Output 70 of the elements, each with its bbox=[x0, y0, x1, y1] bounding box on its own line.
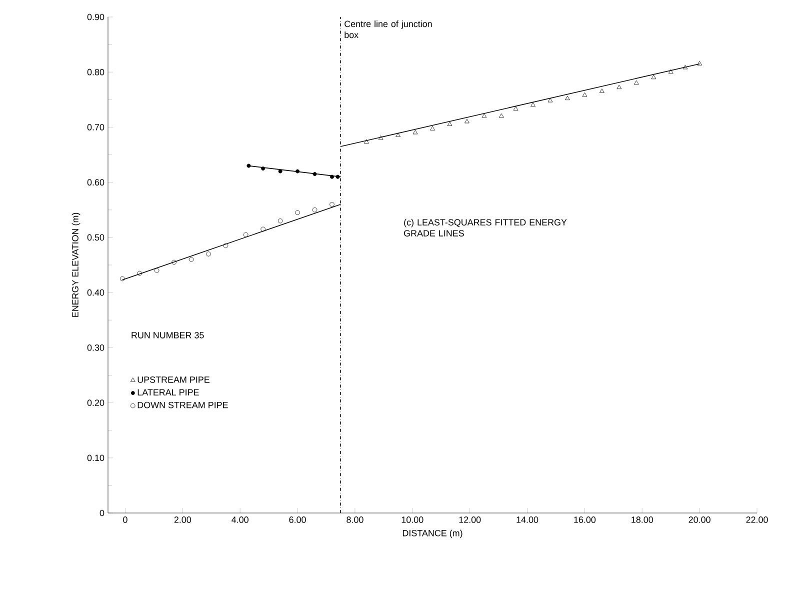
x-tick-label: 4.00 bbox=[232, 516, 248, 523]
y-axis-title: ENERGY ELEVATION (m) bbox=[72, 212, 80, 317]
point bbox=[260, 226, 266, 232]
x-tick-label: 14.00 bbox=[516, 516, 538, 523]
point bbox=[682, 64, 688, 70]
point bbox=[582, 92, 588, 97]
y-tick-label: 0.90 bbox=[87, 14, 104, 20]
point bbox=[330, 202, 334, 207]
y-tick-label: 0.10 bbox=[87, 454, 104, 462]
point bbox=[223, 243, 228, 248]
x-tick-label: 18.00 bbox=[632, 516, 654, 523]
point bbox=[430, 126, 435, 130]
point bbox=[154, 268, 160, 273]
x-tick-label: 22.00 bbox=[746, 516, 768, 523]
point bbox=[137, 270, 142, 276]
x-tick-label: 6.00 bbox=[289, 516, 306, 523]
y-tick-label: 0 bbox=[100, 510, 104, 516]
annotation: (c) LEAST-SQUARES FITTED ENERGY GRADE LINES bbox=[404, 218, 567, 236]
point bbox=[530, 102, 536, 107]
point bbox=[330, 174, 334, 179]
x-tick-label: 12.00 bbox=[459, 516, 481, 523]
point bbox=[378, 135, 384, 140]
point bbox=[295, 210, 300, 216]
point bbox=[498, 113, 504, 118]
legend-label: LATERAL PIPE bbox=[138, 389, 199, 396]
point bbox=[668, 69, 674, 74]
x-axis-title: DISTANCE (m) bbox=[402, 530, 462, 538]
y-tick-label: 0.60 bbox=[87, 179, 104, 186]
y-tick-label: 0.80 bbox=[87, 68, 104, 76]
point bbox=[336, 174, 340, 179]
y-tick-label: 0.40 bbox=[87, 289, 104, 296]
point bbox=[312, 172, 317, 176]
point bbox=[206, 252, 211, 256]
point bbox=[412, 130, 418, 134]
legend-label: DOWN STREAM PIPE bbox=[138, 402, 228, 408]
point bbox=[172, 260, 176, 265]
point bbox=[447, 122, 452, 126]
point bbox=[599, 88, 604, 93]
y-tick-label: 0.30 bbox=[87, 344, 104, 351]
point bbox=[261, 166, 266, 171]
point bbox=[278, 169, 282, 174]
y-tick-label: 0.70 bbox=[87, 124, 104, 130]
y-tick-label: 0.20 bbox=[87, 400, 104, 406]
point bbox=[482, 113, 487, 118]
point bbox=[246, 164, 251, 168]
point bbox=[616, 84, 622, 90]
point bbox=[243, 232, 248, 238]
legend-title: RUN NUMBER 35 bbox=[132, 332, 204, 338]
point bbox=[697, 61, 702, 66]
point bbox=[464, 118, 470, 124]
point bbox=[296, 169, 300, 174]
x-tick-label: 2.00 bbox=[174, 516, 192, 523]
point bbox=[651, 74, 656, 80]
point bbox=[634, 80, 639, 85]
legend-label: UPSTREAM PIPE bbox=[138, 376, 210, 383]
point bbox=[188, 257, 194, 262]
point bbox=[513, 106, 518, 111]
point bbox=[565, 96, 570, 100]
point bbox=[364, 139, 369, 144]
x-tick-label: 10.00 bbox=[402, 516, 424, 523]
x-tick-label: 0 bbox=[123, 516, 128, 523]
point bbox=[120, 276, 125, 282]
point bbox=[396, 132, 400, 137]
y-tick-label: 0.50 bbox=[87, 234, 104, 241]
x-tick-label: 20.00 bbox=[688, 516, 710, 523]
x-tick-label: 8.00 bbox=[346, 516, 364, 523]
point bbox=[312, 207, 318, 212]
ref-line-label: Centre line of junction box bbox=[344, 20, 432, 38]
point bbox=[278, 218, 283, 224]
x-tick-label: 16.00 bbox=[574, 516, 596, 523]
